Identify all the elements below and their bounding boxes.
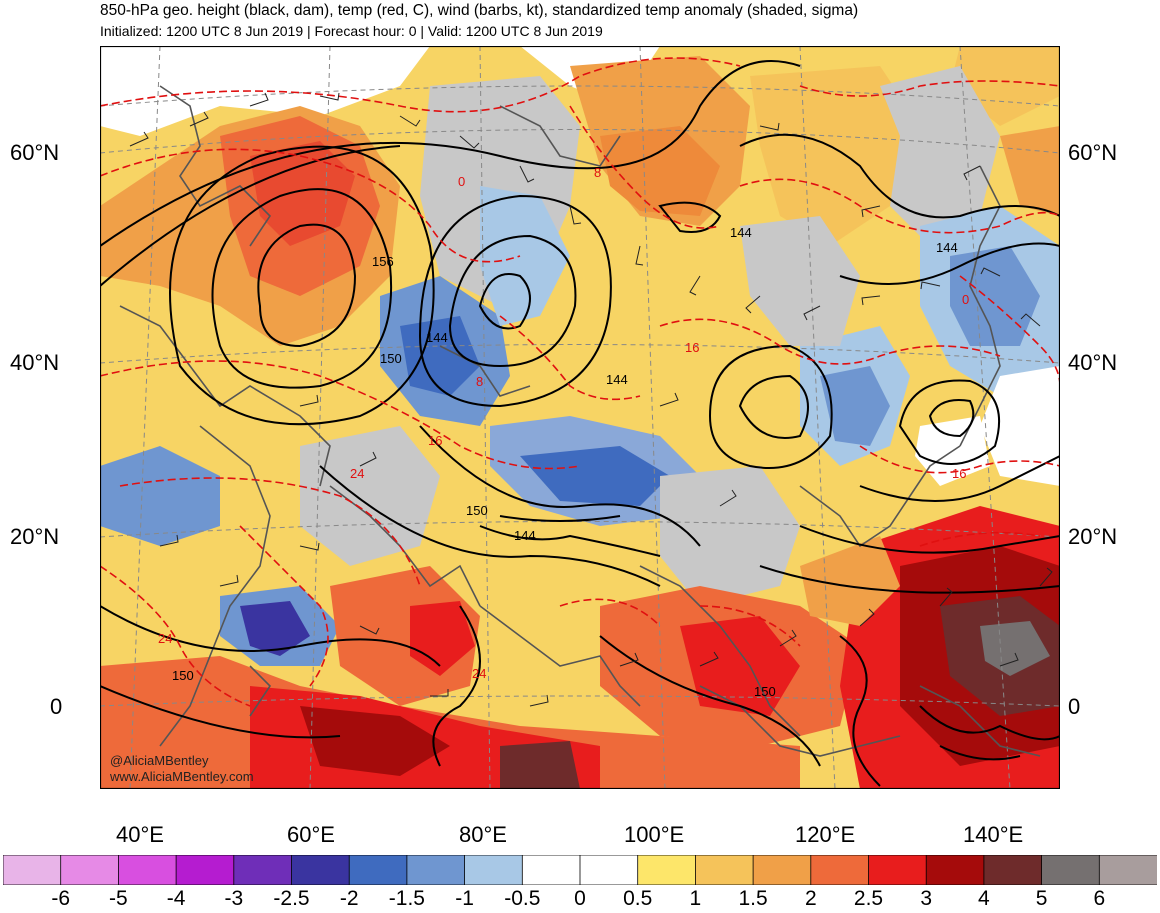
anomaly-colorbar [3, 855, 1157, 885]
colorbar-swatch [810, 855, 870, 885]
colorbar-swatch [521, 855, 581, 885]
lat-label-left: 20°N [10, 524, 60, 549]
height-label: 150 [754, 684, 776, 699]
colorbar-tick-label: -5 [109, 887, 128, 910]
lat-label-left: 0 [50, 694, 63, 719]
lat-lon-grid [100, 46, 1060, 789]
lon-label: 40°E [116, 822, 164, 847]
colorbar-swatch [637, 855, 697, 885]
colorbar-swatch [60, 855, 120, 885]
colorbar-swatch [1098, 855, 1157, 885]
weather-map: 156 150 144 144 144 144 150 144 150 150 … [100, 46, 1060, 789]
colorbar-tick-label: 4 [978, 887, 990, 910]
colorbar-tick-label: 1 [689, 887, 702, 910]
height-label: 144 [730, 225, 752, 240]
lon-label: 100°E [624, 822, 685, 847]
temp-label: 24 [350, 466, 364, 481]
colorbar-tick-label: -4 [166, 887, 186, 910]
temp-label: 24 [472, 666, 486, 681]
colorbar-swatch [3, 855, 62, 885]
colorbar-swatch [1041, 855, 1101, 885]
colorbar-swatch [695, 855, 755, 885]
colorbar-swatch [925, 855, 985, 885]
colorbar-swatch [233, 855, 293, 885]
colorbar-tick-label: -1.5 [388, 887, 425, 910]
colorbar-swatch [406, 855, 466, 885]
temp-label: 16 [428, 433, 442, 448]
anomaly-shading [100, 46, 1060, 789]
colorbar-swatch [118, 855, 178, 885]
chart-title: 850-hPa geo. height (black, dam), temp (… [100, 2, 859, 19]
colorbar-tick-label: 2 [804, 887, 817, 910]
colorbar-tick-label: 0 [574, 887, 586, 910]
colorbar-swatch [579, 855, 639, 885]
temp-label: 0 [962, 292, 969, 307]
temp-contour-labels: 0 8 8 16 16 24 24 16 0 24 [158, 165, 969, 681]
lat-label-right: 40°N [1068, 350, 1118, 375]
temp-label: 16 [952, 466, 966, 481]
map-border [100, 46, 1060, 789]
temp-label: 0 [458, 174, 465, 189]
wind-barbs [129, 92, 1053, 707]
colorbar-tick-label: -2 [339, 887, 359, 910]
colorbar-tick-label: -6 [51, 887, 71, 910]
lat-label-left: 40°N [10, 350, 60, 375]
credit-twitter: @AliciaMBentley [110, 753, 209, 768]
colorbar-tick-label: 2.5 [853, 887, 884, 910]
colorbar-swatch [752, 855, 812, 885]
temperature-contours [100, 57, 1060, 707]
coastlines [119, 85, 1041, 757]
temp-label: 8 [476, 374, 483, 389]
colorbar-tick-label: 3 [920, 887, 933, 910]
colorbar-tick-label: -1 [455, 887, 474, 910]
lat-label-right: 60°N [1068, 140, 1118, 165]
height-label: 156 [372, 254, 394, 269]
height-label: 144 [426, 330, 448, 345]
temp-label: 24 [158, 631, 172, 646]
height-label: 150 [466, 503, 488, 518]
colorbar-tick-label: -0.5 [504, 887, 541, 910]
lon-label: 120°E [795, 822, 856, 847]
colorbar-swatch [868, 855, 928, 885]
credit-website: www.AliciaMBentley.com [110, 769, 254, 784]
lon-label: 60°E [287, 822, 335, 847]
height-contours [100, 60, 1060, 787]
colorbar-tick-label: -3 [224, 887, 244, 910]
colorbar-swatch [175, 855, 235, 885]
colorbar-swatch [983, 855, 1043, 885]
height-label: 150 [172, 668, 194, 683]
colorbar-tick-label: 6 [1093, 887, 1106, 910]
lat-label-right: 20°N [1068, 524, 1118, 549]
height-label: 144 [514, 528, 536, 543]
lat-label-right: 0 [1068, 694, 1081, 719]
temp-label: 16 [685, 340, 699, 355]
lon-label: 140°E [963, 822, 1024, 847]
colorbar-tick-label: -2.5 [273, 887, 310, 910]
colorbar-swatch [291, 855, 351, 885]
lat-label-left: 60°N [10, 140, 60, 165]
height-label: 144 [606, 372, 628, 387]
colorbar-tick-label: 1.5 [738, 887, 768, 910]
colorbar-tick-label: 0.5 [623, 887, 653, 910]
temp-label: 8 [594, 165, 601, 180]
chart-subtitle: Initialized: 1200 UTC 8 Jun 2019 | Forec… [100, 23, 603, 39]
lon-label: 80°E [459, 822, 507, 847]
height-label: 144 [936, 240, 958, 255]
colorbar-swatch [348, 855, 408, 885]
colorbar-tick-label: 5 [1035, 887, 1048, 910]
colorbar-swatch [464, 855, 524, 885]
height-contour-labels: 156 150 144 144 144 144 150 144 150 150 [172, 225, 958, 699]
height-label: 150 [380, 351, 402, 366]
